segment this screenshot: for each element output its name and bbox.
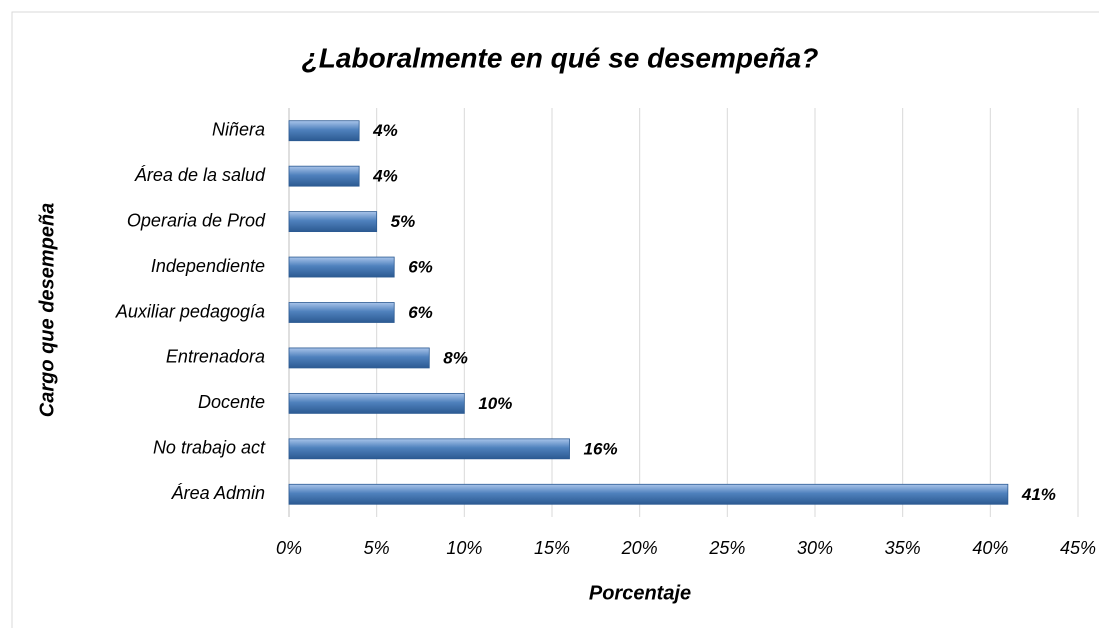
bar	[288, 392, 465, 414]
value-label: 41%	[1021, 485, 1056, 504]
y-tick-label: Operaria de Prod	[127, 210, 266, 230]
bar	[288, 438, 570, 460]
y-tick-label: Auxiliar pedagogía	[115, 301, 265, 321]
value-label: 5%	[391, 212, 416, 231]
x-tick-label: 40%	[972, 538, 1008, 558]
x-axis-label: Porcentaje	[589, 582, 691, 604]
x-tick-label: 20%	[621, 538, 658, 558]
x-tick-label: 10%	[446, 538, 482, 558]
x-tick-label: 5%	[364, 538, 390, 558]
y-tick-label: Área Admin	[171, 483, 265, 503]
value-label: 16%	[584, 439, 618, 458]
x-tick-label: 30%	[797, 538, 833, 558]
x-tick-label: 45%	[1060, 538, 1096, 558]
bar	[288, 211, 378, 233]
x-tick-label: 35%	[885, 538, 921, 558]
y-tick-label: No trabajo act	[153, 438, 266, 458]
value-label: 6%	[408, 258, 433, 277]
value-label: 4%	[372, 121, 398, 140]
bar	[288, 165, 360, 187]
value-label: 4%	[372, 167, 398, 186]
y-tick-label: Niñera	[212, 119, 265, 139]
bar	[288, 347, 430, 369]
x-tick-label: 0%	[276, 538, 302, 558]
bar	[288, 256, 395, 278]
value-label: 6%	[408, 303, 433, 322]
bar	[288, 302, 395, 323]
bar	[288, 120, 360, 142]
frame	[11, 11, 1099, 628]
value-label: 10%	[478, 394, 512, 413]
x-tick-label: 25%	[708, 538, 745, 558]
y-tick-label: Entrenadora	[166, 347, 265, 367]
bar	[288, 483, 1009, 505]
chart-title: ¿Laboralmente en qué se desempeña?	[302, 42, 819, 73]
x-tick-label: 15%	[534, 538, 570, 558]
value-label: 8%	[443, 348, 468, 367]
y-tick-label: Independiente	[151, 256, 265, 276]
y-tick-label: Área de la salud	[134, 165, 266, 185]
y-axis-label: Cargo que desempeña	[36, 203, 58, 418]
y-tick-label: Docente	[198, 392, 265, 412]
